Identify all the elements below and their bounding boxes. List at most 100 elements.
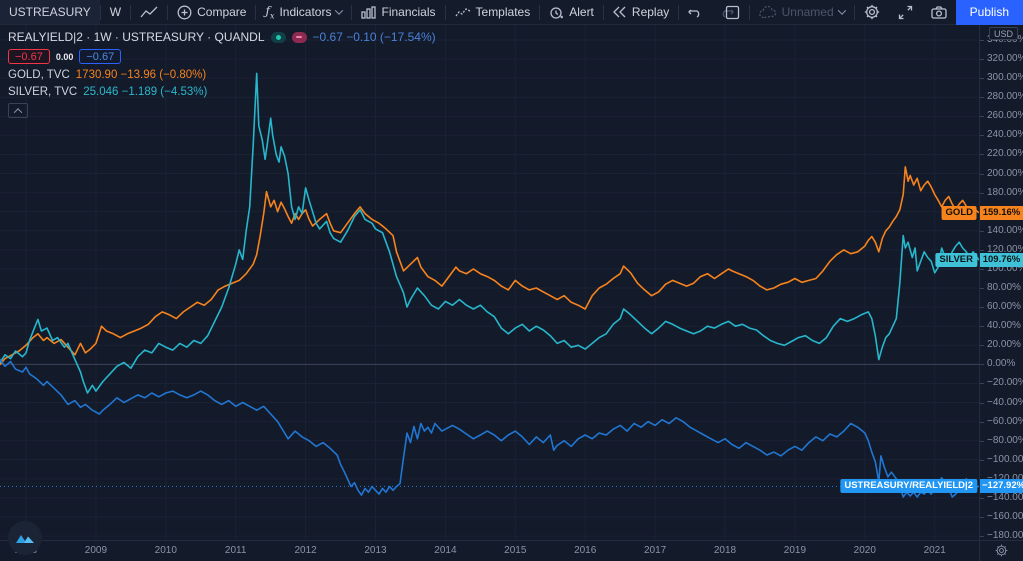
series-name-chip-gold[interactable]: GOLD	[941, 205, 977, 220]
price-tick-label: −40.00%	[987, 396, 1023, 408]
legend-silver-values: 25.046 −1.189 (−4.53%)	[83, 86, 208, 98]
year-tick-label[interactable]: 2015	[504, 545, 527, 556]
year-tick-label[interactable]: 2013	[364, 545, 387, 556]
currency-label[interactable]: USD	[989, 27, 1019, 40]
price-tick-mark	[980, 497, 984, 499]
time-axis[interactable]: 2008200920102011201220132014201520162017…	[0, 540, 1023, 561]
flag-toggle-icon[interactable]	[291, 31, 307, 43]
legend-collapse-button[interactable]	[8, 103, 28, 118]
compare-label: Compare	[197, 5, 247, 19]
price-tick-label: 60.00%	[987, 301, 1021, 313]
financials-button[interactable]: Financials	[352, 0, 444, 24]
price-tick-mark	[980, 97, 984, 99]
undo-button[interactable]	[679, 0, 711, 24]
series-name-chip-silver[interactable]: SILVER	[935, 252, 977, 267]
chart-canvas[interactable]	[0, 25, 979, 540]
price-tick-mark	[980, 268, 984, 270]
chart-type-button[interactable]	[131, 0, 167, 24]
price-tick-mark	[980, 154, 984, 156]
price-tick-mark	[980, 135, 984, 137]
interval-button[interactable]: W	[101, 0, 130, 24]
legend-gold-values: 1730.90 −13.96 (−0.80%)	[75, 69, 207, 81]
save-layout-button[interactable]: Unnamed	[750, 0, 854, 24]
replay-label: Replay	[631, 5, 670, 19]
alert-label: Alert	[569, 5, 594, 19]
visibility-toggle-icon[interactable]	[270, 31, 286, 43]
legend-main-title[interactable]: REALYIELD|2 · 1W · USTREASURY · QUANDL	[8, 30, 265, 44]
series-name-chip-treasury[interactable]: USTREASURY/REALYIELD|2	[840, 479, 977, 494]
gear-icon	[864, 4, 880, 20]
axis-settings-corner[interactable]	[979, 541, 1023, 561]
toolbar-separator	[167, 4, 169, 20]
price-tick-mark	[980, 230, 984, 232]
templates-button[interactable]: Templates	[446, 0, 540, 24]
year-tick-label[interactable]: 2012	[294, 545, 317, 556]
last-value-badge-red[interactable]: −0.67	[8, 49, 50, 64]
price-tick-label: 300.00%	[987, 72, 1023, 84]
redo-button[interactable]	[711, 0, 743, 24]
toolbar-separator	[130, 4, 132, 20]
templates-icon	[454, 6, 471, 19]
price-tick-mark	[980, 364, 984, 366]
year-tick-label[interactable]: 2020	[853, 545, 876, 556]
redo-arrow-icon	[720, 7, 735, 18]
toolbar-separator	[602, 4, 604, 20]
year-tick-label[interactable]: 2011	[224, 545, 247, 556]
series-line-ustreasury-realyield-2[interactable]	[0, 358, 979, 498]
bar-chart-icon	[361, 5, 377, 19]
snapshot-button[interactable]	[922, 0, 956, 24]
toolbar-separator	[351, 4, 353, 20]
legend-main-row: REALYIELD|2 · 1W · USTREASURY · QUANDL −…	[8, 30, 436, 44]
chart-settings-button[interactable]	[855, 0, 889, 24]
price-tick-mark	[980, 116, 984, 118]
value-badge-blue[interactable]: −0.67	[79, 49, 122, 64]
series-line-silver[interactable]	[0, 72, 979, 394]
price-tick-label: 260.00%	[987, 110, 1023, 122]
chart-logo-button[interactable]	[8, 521, 42, 555]
zero-value-label: 0.00	[55, 51, 74, 62]
year-tick-label[interactable]: 2009	[84, 545, 108, 556]
year-tick-label[interactable]: 2019	[783, 545, 807, 556]
indicators-button[interactable]: ƒx Indicators	[256, 0, 351, 24]
chevron-up-icon	[13, 107, 23, 117]
fullscreen-button[interactable]	[889, 0, 922, 24]
series-value-chip-silver: 109.76%	[980, 252, 1023, 267]
price-tick-mark	[980, 440, 984, 442]
top-toolbar: USTREASURY W Compare ƒx Indicators Finan…	[0, 0, 1023, 25]
legend-gold-ticker[interactable]: GOLD, TVC	[8, 69, 70, 81]
year-tick-label[interactable]: 2016	[574, 545, 597, 556]
year-tick-label[interactable]: 2021	[923, 545, 946, 556]
templates-label: Templates	[475, 5, 531, 19]
price-tick-mark	[980, 421, 984, 423]
compare-button[interactable]: Compare	[168, 0, 255, 24]
chevron-down-icon	[335, 6, 344, 15]
financials-label: Financials	[381, 5, 436, 19]
price-tick-label: 180.00%	[987, 186, 1023, 198]
series-value-chip-treasury: −127.92%	[980, 479, 1023, 494]
layout-square-icon	[725, 5, 740, 20]
publish-button[interactable]: Publish	[955, 0, 1023, 25]
symbol-button[interactable]: USTREASURY	[0, 0, 100, 24]
year-tick-label[interactable]: 2018	[713, 545, 737, 556]
price-axis[interactable]: USD 340.00%320.00%300.00%280.00%260.00%2…	[979, 25, 1023, 541]
price-tick-label: 220.00%	[987, 148, 1023, 160]
toolbar-separator	[539, 4, 541, 20]
replay-button[interactable]: Replay	[604, 0, 678, 24]
series-line-gold[interactable]	[0, 166, 979, 366]
price-tick-label: 240.00%	[987, 129, 1023, 141]
legend-silver-ticker[interactable]: SILVER, TVC	[8, 86, 78, 98]
price-tick-mark	[980, 536, 984, 538]
year-tick-label[interactable]: 2014	[434, 545, 457, 556]
price-tick-mark	[980, 345, 984, 347]
price-tick-mark	[980, 40, 984, 41]
year-tick-label[interactable]: 2017	[643, 545, 667, 556]
alert-button[interactable]: Alert	[540, 0, 603, 24]
price-tick-label: −100.00%	[987, 453, 1023, 465]
price-tick-mark	[980, 383, 984, 385]
price-tick-mark	[980, 402, 984, 404]
toolbar-separator	[444, 4, 446, 20]
price-tick-mark	[980, 78, 984, 80]
layout-select-button[interactable]	[716, 0, 749, 24]
year-tick-label[interactable]: 2010	[154, 545, 177, 556]
expand-arrows-icon	[898, 5, 913, 20]
